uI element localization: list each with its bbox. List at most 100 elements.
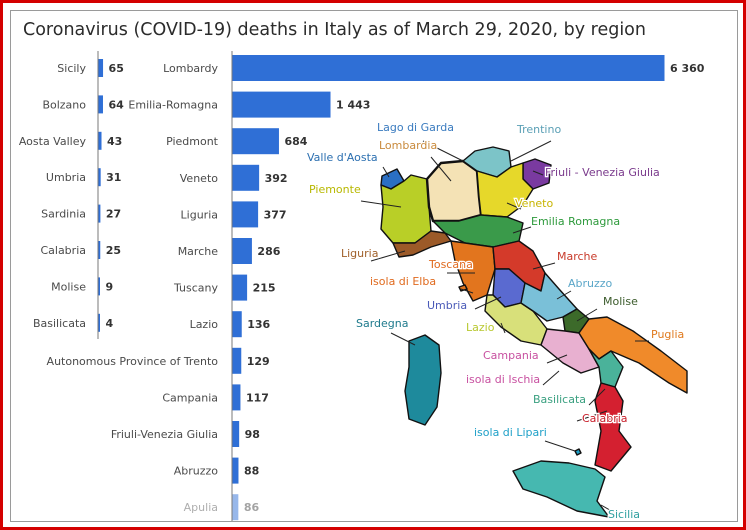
map-region-label: Trentino [516,123,561,136]
right-bar [232,274,248,301]
left-bar [98,313,100,332]
map-region-label: Umbria [427,299,467,312]
left-bar [98,168,101,187]
map-region-label: Toscana [428,258,473,271]
map-region-sicilia [512,460,610,518]
right-value-label: 6 360 [670,62,705,75]
left-bar [98,204,101,223]
map-region-lombardia [425,159,483,223]
right-value-label: 392 [265,172,288,185]
right-bar [232,128,279,155]
map-region-label: Basilicata [533,393,586,406]
left-bar [98,59,104,77]
map-region-label: Abruzzo [568,277,613,290]
right-category-label: Liguria [181,208,218,221]
left-bar-chart: Sicily 65 Bolzano 64 Aosta Valley 43 Umbria 31 S… [19,51,124,339]
map-region-label: Valle d'Aosta [307,151,378,164]
right-bar [232,238,252,264]
map-region-label: isola di Lipari [474,426,547,439]
map-region-label: Veneto [515,197,553,210]
right-bar [232,311,242,338]
left-value-label: 4 [106,317,114,330]
right-category-label: Veneto [180,172,218,185]
right-category-label: Lazio [190,318,219,331]
map-region-label: Lago di Garda [377,121,454,134]
left-bar [98,95,103,114]
map-region-label: Friuli - Venezia Giulia [545,166,660,179]
map-region-basilicata [588,348,624,388]
map-region-veneto [476,162,534,218]
right-bar [232,457,239,484]
map-region-label: Lazio [466,321,495,334]
left-value-label: 64 [108,98,124,111]
map-region-label: Piemonte [309,183,361,196]
chart-title: Coronavirus (COVID-19) deaths in Italy a… [23,20,646,40]
right-value-label: 684 [284,135,307,148]
map-region-label: Campania [483,349,539,362]
right-value-label: 86 [244,501,260,514]
right-value-label: 98 [245,428,260,441]
right-bar [232,421,240,447]
right-value-label: 377 [264,208,287,221]
right-category-label: Piedmont [166,135,219,148]
left-bar [98,277,100,296]
right-value-label: 215 [253,282,276,295]
map-region-calabria [594,382,632,472]
map-regions [380,146,688,518]
map-region-label: Lombardia [379,139,437,152]
left-category-label: Umbria [46,171,86,184]
right-category-label: Apulia [184,501,218,514]
right-value-label: 286 [257,245,280,258]
map-region-label: Liguria [341,247,378,260]
right-bar [232,201,259,228]
map-region-label: Calabria [582,412,628,425]
right-bar [232,164,260,191]
map-region-label: Emilia Romagna [531,215,620,228]
right-value-label: 129 [247,355,270,368]
right-category-label: Emilia-Romagna [128,99,218,112]
left-value-label: 43 [107,135,122,148]
map-region-label: isola di Elba [370,275,436,288]
right-bar [232,494,239,521]
map-region-lipari [574,448,582,456]
left-category-label: Calabria [40,244,86,257]
left-category-label: Sicily [57,62,86,75]
left-category-label: Molise [51,280,86,293]
map-region-label: Sicilia [608,508,640,521]
map-region-label: Sardegna [356,317,409,330]
map-region-label: Molise [603,295,638,308]
map-region-emilia-romagna [432,214,524,248]
map-region-toscana [450,240,496,302]
left-value-label: 27 [106,208,121,221]
left-category-label: Aosta Valley [19,135,87,148]
right-category-label: Friuli-Venezia Giulia [111,428,218,441]
left-category-label: Basilicata [33,317,86,330]
right-value-label: 1 443 [336,99,370,112]
right-value-label: 136 [247,318,270,331]
left-bar [98,241,101,259]
map-region-label: Puglia [651,328,684,341]
right-bar-chart: Lombardy 6 360 Emilia-Romagna 1 443 Piedmont… [47,51,705,521]
right-category-label: Tuscany [173,282,219,295]
map-region-sardegna [404,334,442,426]
left-value-label: 9 [106,280,114,293]
left-value-label: 31 [106,171,121,184]
chart-panel: Coronavirus (COVID-19) deaths in Italy a… [10,10,738,522]
left-category-label: Bolzano [42,98,86,111]
right-bar [232,347,242,374]
map-region-label: isola di Ischia [466,373,540,386]
right-value-label: 117 [246,391,269,404]
right-category-label: Marche [178,245,219,258]
right-bar [232,55,665,81]
right-category-label: Lombardy [163,62,218,75]
right-category-label: Autonomous Province of Trento [47,355,219,368]
map-region-label: Marche [557,250,598,263]
map-leader-lines [360,140,649,514]
map-region-abruzzo [520,272,578,322]
map-region-piemonte [380,174,432,244]
right-bar [232,384,241,411]
right-category-label: Abruzzo [174,465,219,478]
